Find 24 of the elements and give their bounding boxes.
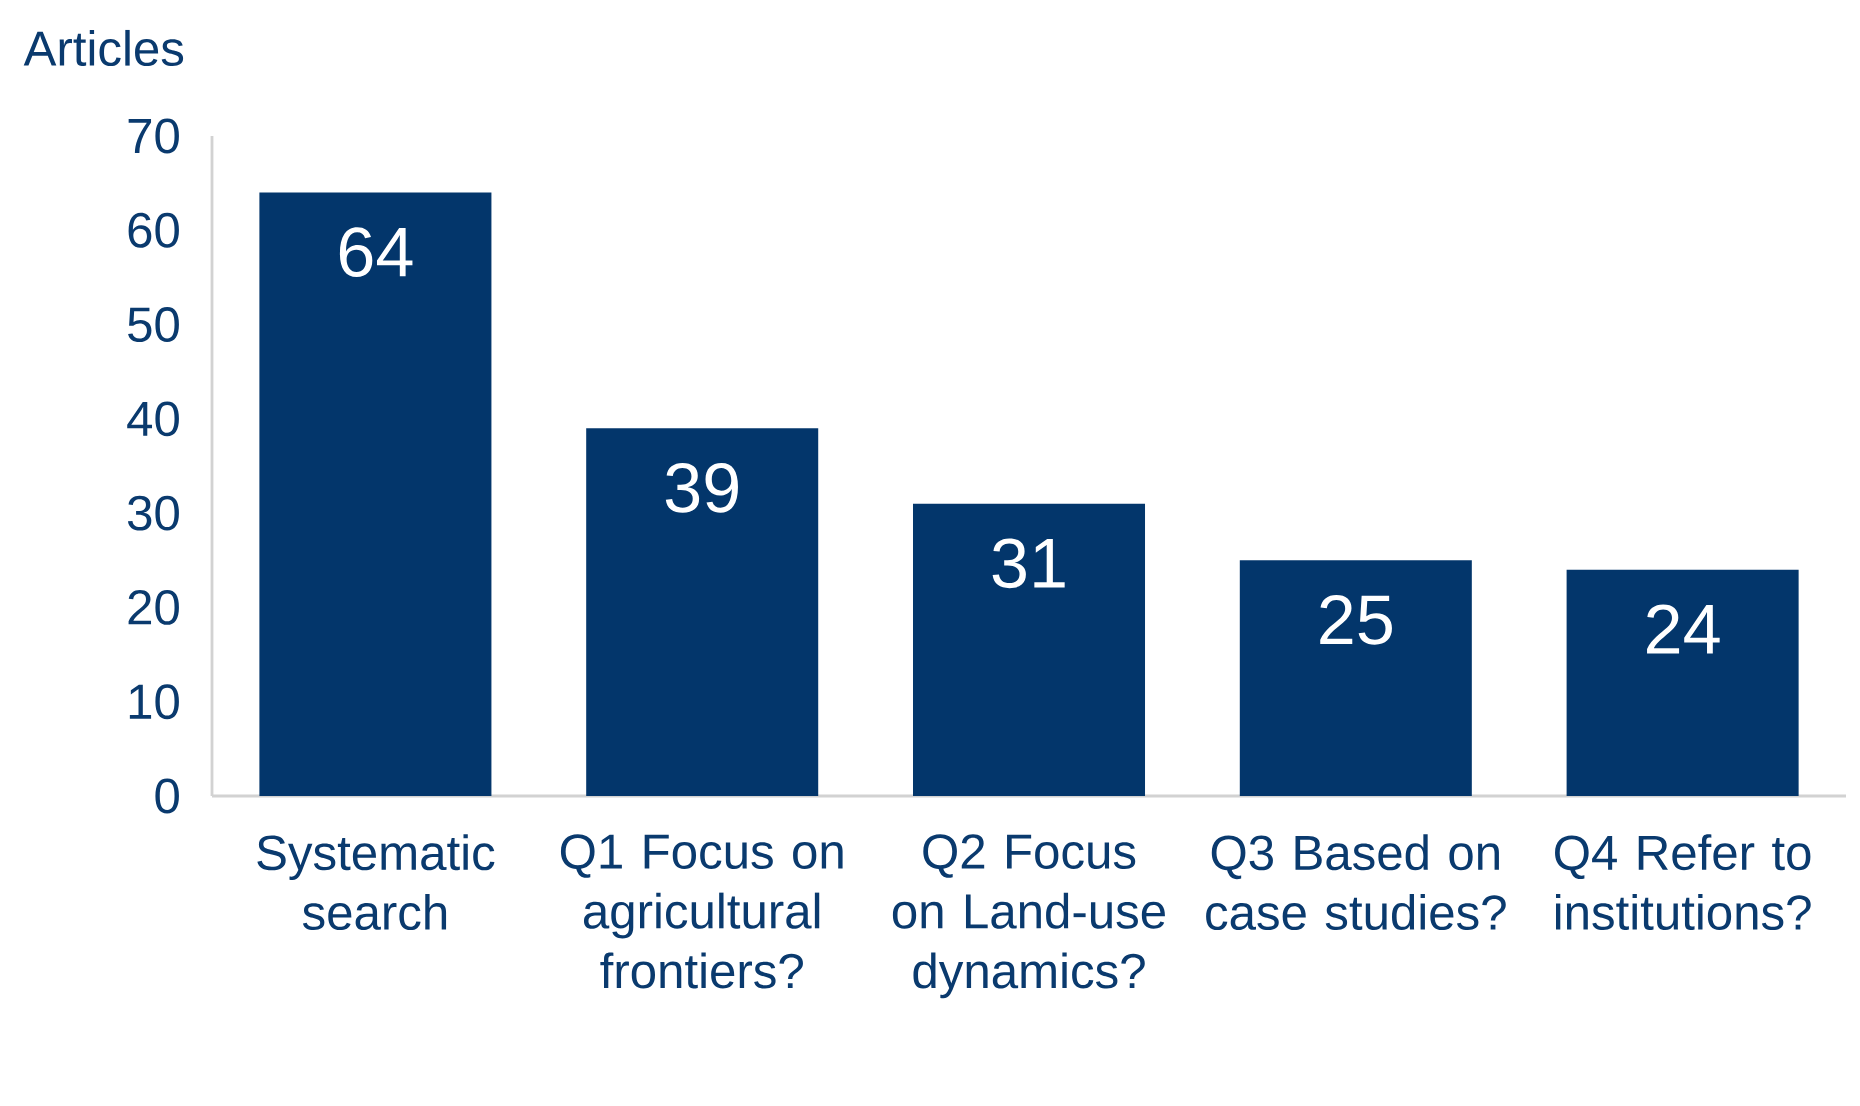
- y-tick-label: 50: [128, 307, 179, 342]
- x-tick-label: Q3 Based on case studies?: [1206, 834, 1506, 931]
- x-tick-label: Q2 Focus on Land-use dynamics?: [892, 834, 1165, 999]
- y-tick-label: 20: [128, 589, 179, 625]
- x-tick-label: Q1 Focus on agricultural frontiers?: [560, 834, 843, 989]
- bar: [1239, 560, 1472, 796]
- y-tick-label: 10: [129, 684, 179, 720]
- y-tick-label: 60: [128, 212, 179, 248]
- data-label: 25: [1320, 594, 1392, 645]
- x-tick-label: Systematic search: [257, 834, 495, 931]
- bar: [259, 192, 492, 796]
- y-tick-label: 30: [127, 495, 179, 531]
- bar: [586, 428, 819, 796]
- data-label: 24: [1647, 604, 1720, 654]
- data-label: 64: [339, 227, 413, 277]
- y-tick-label: 40: [127, 401, 179, 437]
- y-axis-title: Articles: [23, 29, 184, 67]
- y-tick-label: 70: [128, 118, 179, 154]
- bar: [1566, 569, 1799, 796]
- data-label: 31: [992, 538, 1065, 589]
- x-tick-label: Q4 Refer to institutions?: [1555, 834, 1811, 931]
- y-tick-label: 0: [155, 778, 179, 814]
- bar: [913, 503, 1146, 796]
- data-label: 39: [665, 462, 738, 513]
